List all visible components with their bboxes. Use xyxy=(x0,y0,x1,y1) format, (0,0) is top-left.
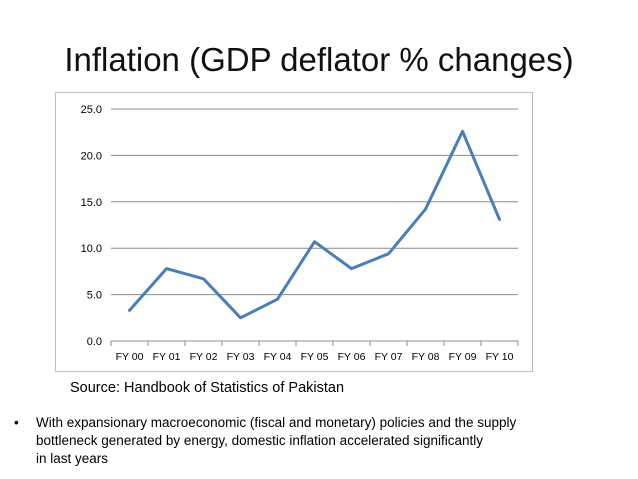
x-tick-label: FY 06 xyxy=(338,351,366,363)
bullet-line-1: With expansionary macroeconomic (fiscal … xyxy=(36,415,517,430)
y-tick-label: 5.0 xyxy=(87,290,102,302)
x-tick-label: FY 03 xyxy=(227,351,255,363)
bullet-line-2: bottleneck generated by energy, domestic… xyxy=(36,433,484,448)
y-tick-label: 25.0 xyxy=(81,104,102,116)
x-tick-label: FY 10 xyxy=(486,351,514,363)
x-tick-label: FY 09 xyxy=(449,351,477,363)
series-line xyxy=(128,129,501,320)
x-tick-label: FY 04 xyxy=(264,351,292,363)
x-tick-label: FY 00 xyxy=(116,351,144,363)
slide-title: Inflation (GDP deflator % changes) xyxy=(64,41,574,78)
bullet-line-3: in last years xyxy=(36,451,109,466)
x-tick-label: FY 07 xyxy=(375,351,403,363)
chart-frame: 0.0 5.0 10.0 15.0 20.0 25.0 FY 00 FY 01 FY 02 FY … xyxy=(55,92,533,372)
y-tick-label: 10.0 xyxy=(81,243,102,255)
x-tick-label: FY 02 xyxy=(190,351,218,363)
x-tick-label: FY 01 xyxy=(153,351,181,363)
x-tick-label: FY 05 xyxy=(301,351,329,363)
source-note: Source: Handbook of Statistics of Pakist… xyxy=(70,380,345,396)
y-tick-label: 15.0 xyxy=(81,197,102,209)
bullet-text: With expansionary macroeconomic (fiscal … xyxy=(36,414,616,468)
bullet-dot-icon: • xyxy=(14,415,19,430)
y-tick-label: 0.0 xyxy=(87,336,102,348)
line-chart: 0.0 5.0 10.0 15.0 20.0 25.0 FY 00 FY 01 FY 02 FY … xyxy=(81,104,519,363)
y-tick-label: 20.0 xyxy=(81,150,102,162)
x-tick-label: FY 08 xyxy=(412,351,440,363)
